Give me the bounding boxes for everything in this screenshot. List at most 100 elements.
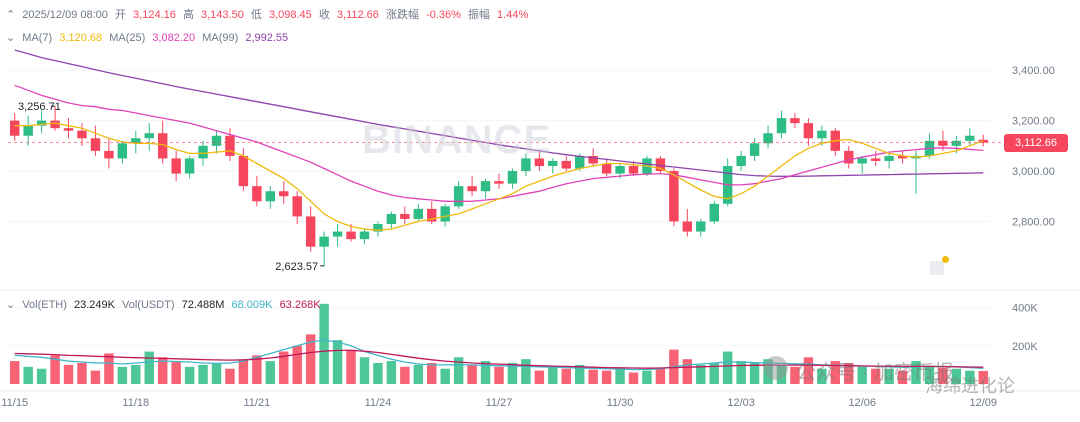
candle-body — [655, 158, 666, 172]
candle-body — [870, 158, 881, 161]
candle-body — [669, 171, 679, 222]
chevron-down-icon[interactable]: ⌄ — [6, 32, 16, 44]
volume-bar — [911, 361, 921, 384]
volume-bar — [817, 368, 827, 384]
volume-legend: ⌄ Vol(ETH) 23.249K Vol(USDT) 72.488M 68.… — [6, 298, 325, 311]
volume-bar — [696, 364, 706, 384]
price-tick-label: 3,000.00 — [1012, 166, 1055, 178]
volume-bar — [10, 361, 20, 384]
candle-body — [790, 118, 800, 124]
candle-body — [494, 181, 504, 184]
ma99-line — [14, 49, 984, 177]
volume-bar — [104, 353, 114, 384]
candle-body — [10, 120, 20, 136]
notification-dot-icon — [942, 256, 949, 263]
candle-body — [359, 231, 370, 240]
volume-bar — [870, 368, 881, 384]
candle-body — [588, 155, 598, 164]
low-annotation: 2,623.57 — [275, 261, 318, 273]
volume-bar — [413, 364, 423, 384]
volume-bar — [225, 368, 235, 384]
volume-bar — [951, 368, 962, 384]
volume-bar — [588, 369, 598, 384]
volume-bar — [198, 364, 208, 384]
x-tick-label: 11/27 — [486, 397, 513, 409]
candle-body — [776, 118, 787, 134]
candle-body — [628, 166, 639, 174]
x-tick-label: 11/30 — [607, 397, 634, 409]
candle-body — [400, 213, 410, 219]
volume-bar — [265, 361, 276, 384]
chevron-down-icon[interactable]: ⌄ — [6, 299, 16, 311]
volume-bar — [830, 361, 841, 384]
candle-body — [763, 133, 773, 144]
ma7-label: MA(7) — [22, 32, 53, 44]
volume-bar — [844, 363, 854, 384]
candle-body — [225, 135, 235, 156]
binance-watermark: BINANCE — [362, 118, 552, 162]
high-value: 3,143.50 — [201, 9, 244, 21]
volume-bar — [494, 366, 504, 384]
overlay-watermark-1: 公众号 · 加密币报 — [796, 362, 954, 384]
change-value: -0.36% — [426, 9, 461, 21]
overlay-watermark-2: 海绵进化论 — [925, 376, 1015, 396]
close-value: 3,112.66 — [336, 9, 379, 21]
volume-bar — [292, 345, 302, 384]
volume-bar — [117, 366, 128, 384]
volume-bar — [521, 359, 531, 384]
volume-bar — [359, 357, 370, 384]
x-tick-label: 11/21 — [244, 397, 271, 409]
amp-value: 1.44% — [497, 9, 529, 21]
volume-bar — [682, 359, 693, 384]
candle-body — [951, 140, 962, 146]
candle-body — [803, 123, 814, 139]
candle-body — [292, 196, 302, 217]
volume-bar — [50, 355, 60, 384]
candle-body — [171, 158, 181, 174]
low-label: 低 — [250, 9, 262, 21]
volume-bar — [534, 370, 545, 384]
candle-body — [467, 186, 477, 192]
volume-bar — [601, 370, 612, 384]
volume-bar — [803, 357, 814, 384]
volume-bar — [211, 363, 222, 384]
volume-bar — [440, 368, 450, 384]
candle-body — [319, 236, 329, 247]
volume-bar — [131, 364, 141, 384]
chevron-down-icon[interactable]: ⌃ — [6, 9, 16, 21]
volume-bar — [709, 363, 719, 384]
x-tick-label: 11/24 — [365, 397, 392, 409]
candle-body — [682, 221, 693, 232]
ma25-label: MA(25) — [109, 32, 146, 44]
volume-bar — [144, 351, 154, 384]
candle-body — [453, 186, 464, 207]
volume-bar — [642, 370, 652, 384]
candle-body — [386, 213, 397, 224]
candle-body — [238, 155, 249, 187]
vol-usdt-value: 72.488M — [181, 299, 225, 311]
open-label: 开 — [114, 9, 126, 21]
candle-body — [548, 160, 558, 166]
candle-body — [897, 155, 908, 159]
wechat-icon — [764, 356, 788, 380]
volume-bar — [400, 366, 410, 384]
volume-bar — [332, 340, 343, 384]
candle-body — [884, 155, 894, 161]
candle-date: 2025/12/09 08:00 — [22, 9, 108, 21]
vol-ma2-value: 63.268K — [279, 299, 321, 311]
volume-bar — [23, 366, 33, 384]
candle-body — [440, 206, 450, 222]
volume-bar — [346, 349, 356, 384]
candle-body — [157, 133, 168, 159]
fullscreen-icon[interactable] — [930, 261, 944, 275]
candle-body — [601, 163, 612, 174]
candle-body — [413, 208, 423, 219]
volume-bar — [171, 361, 181, 384]
volume-bar — [238, 359, 249, 384]
ma-legend: ⌄ MA(7) 3,120.68 MA(25) 3,082.20 MA(99) … — [6, 31, 292, 44]
current-price-tag: 3,112.66 — [1004, 133, 1068, 152]
ma99-label: MA(99) — [202, 32, 239, 44]
volume-bar — [373, 363, 383, 384]
